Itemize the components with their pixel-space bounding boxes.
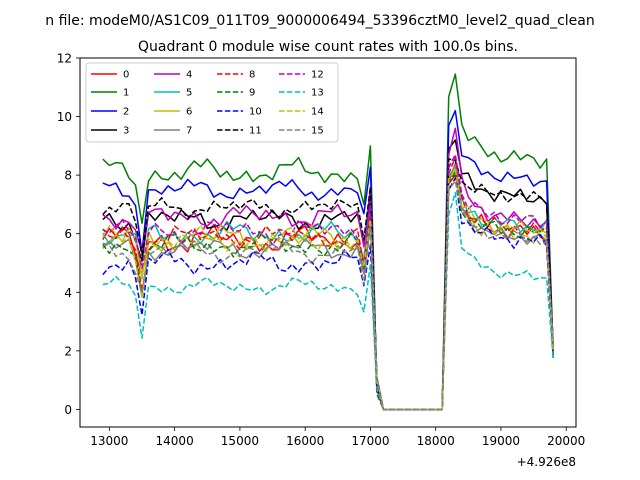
legend-item-12: 12 [279,70,324,81]
x-tick-label: 20000 [547,434,585,448]
legend-item-10: 10 [217,107,262,118]
series-line-10 [102,177,554,411]
legend-frame [85,62,339,143]
legend-item-5: 5 [154,88,192,99]
legend-label: 8 [249,70,255,81]
plot-frame [79,57,577,428]
y-tick-label: 2 [64,344,72,358]
legend-item-9: 9 [217,88,255,99]
legend-label: 9 [249,88,255,99]
y-tick-label: 4 [64,286,72,300]
legend-item-0: 0 [91,70,129,81]
legend-item-2: 2 [91,107,129,118]
legend-item-13: 13 [279,88,324,99]
series-line-7 [102,162,554,411]
x-tick-label: 14000 [156,434,194,448]
series-line-3 [102,139,554,411]
legend-item-15: 15 [279,126,324,137]
legend-label: 7 [186,126,192,137]
x-tick-label: 16000 [286,434,324,448]
legend-item-11: 11 [217,126,262,137]
legend-item-14: 14 [279,107,324,118]
series-line-14 [102,168,554,411]
legend-label: 10 [249,107,262,118]
legend-label: 12 [311,70,324,81]
series-line-4 [102,127,554,411]
series-layer [102,73,554,411]
series-line-13 [102,191,554,411]
legend-item-1: 1 [91,88,129,99]
x-axis: 13000 14000 15000 16000 17000 18000 19000 20000 [90,427,585,448]
legend-label: 5 [186,88,192,99]
series-line-12 [102,153,554,411]
x-tick-label: 17000 [351,434,389,448]
legend-item-6: 6 [154,107,192,118]
legend-label: 3 [123,126,129,137]
legend-item-4: 4 [154,70,192,81]
y-tick-label: 0 [64,403,72,417]
legend-label: 0 [123,70,129,81]
series-line-1 [102,73,554,411]
y-tick-label: 10 [57,110,72,124]
x-tick-label: 15000 [221,434,259,448]
chart-title: Quadrant 0 module wise count rates with … [138,39,518,55]
y-tick-label: 8 [64,169,72,183]
x-tick-label: 19000 [482,434,520,448]
legend-label: 1 [123,88,129,99]
legend-label: 13 [311,88,324,99]
legend-label: 2 [123,107,129,118]
legend-item-7: 7 [154,126,192,137]
y-axis: 0 2 4 6 8 10 12 [57,52,80,417]
series-line-15 [102,180,554,411]
legend-item-3: 3 [91,126,129,137]
y-tick-label: 12 [57,52,72,66]
series-line-11 [102,158,554,411]
legend-label: 4 [186,70,192,81]
legend-label: 6 [186,107,192,118]
figure-suptitle: n file: modeM0/AS1C09_011T09_9000006494_… [45,13,594,29]
y-tick-label: 6 [64,227,72,241]
series-line-2 [102,109,554,411]
legend-label: 15 [311,126,324,137]
legend-item-8: 8 [217,70,255,81]
x-tick-label: 18000 [417,434,455,448]
legend-label: 11 [249,126,262,137]
legend-label: 14 [311,107,324,118]
x-tick-label: 13000 [90,434,128,448]
x-offset-label: +4.926e8 [517,455,576,469]
